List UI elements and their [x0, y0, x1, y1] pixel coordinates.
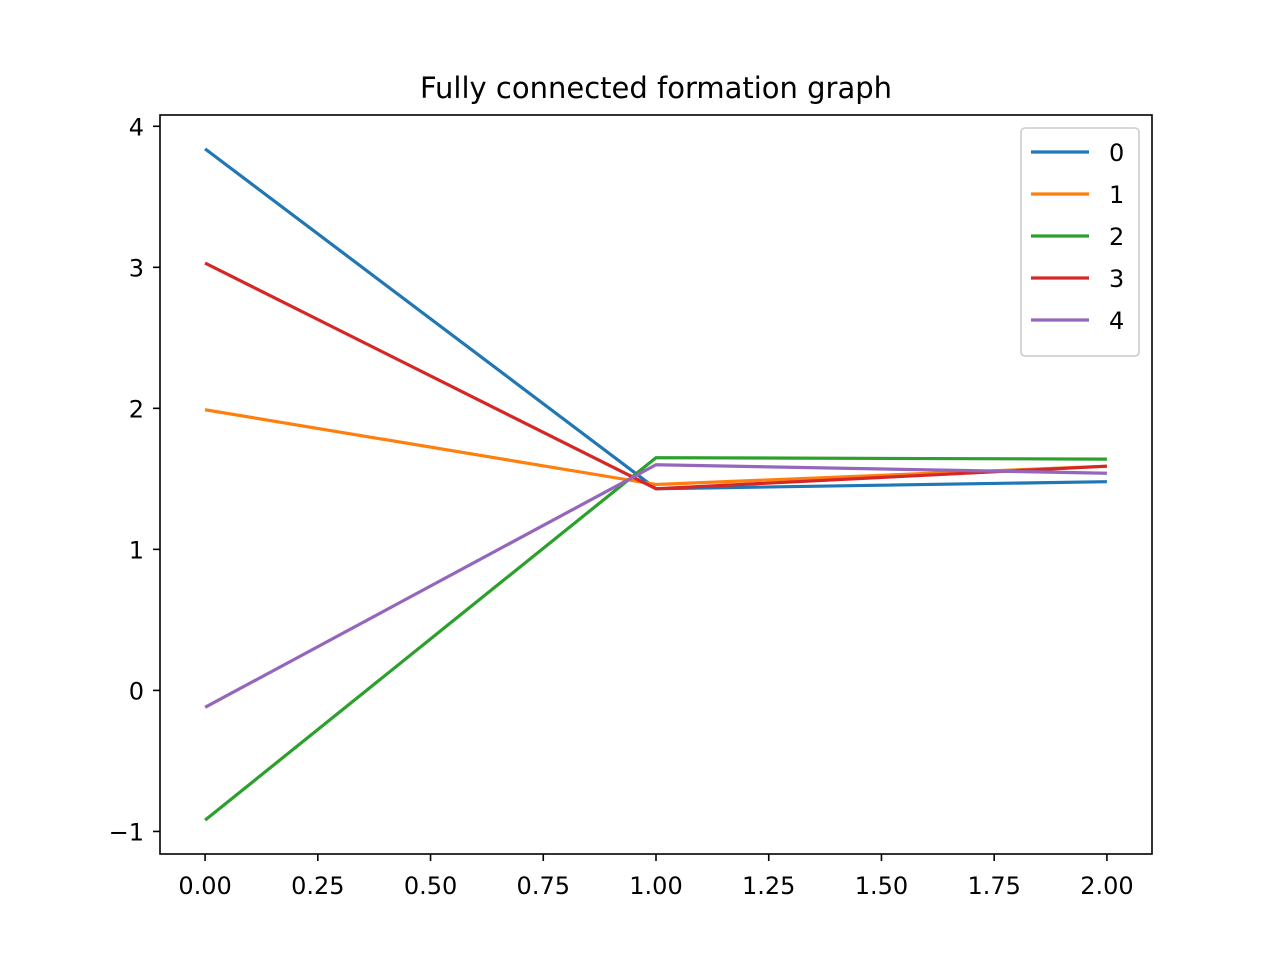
x-axis: 0.00 0.25 0.50 0.75 1.00 1.25 1.50 1.75 2.00	[178, 854, 1134, 900]
series-line-4	[204, 463, 1107, 709]
x-tick-label: 1.50	[855, 872, 908, 900]
x-tick-label: 1.75	[967, 872, 1020, 900]
legend-label-4: 4	[1109, 307, 1124, 335]
y-tick-label: −1	[109, 818, 144, 846]
legend: 0 1 2 3 4	[1020, 127, 1140, 357]
legend-label-2: 2	[1109, 223, 1124, 251]
series-line-0	[204, 147, 1107, 491]
legend-box	[1020, 127, 1140, 357]
y-tick-label: 0	[129, 677, 144, 705]
x-tick-label: 2.00	[1080, 872, 1133, 900]
series-line-2	[204, 456, 1107, 822]
y-tick-label: 4	[129, 113, 144, 141]
x-tick-label: 0.75	[517, 872, 570, 900]
chart-title: Fully connected formation graph	[420, 71, 892, 105]
x-tick-label: 1.25	[742, 872, 795, 900]
y-tick-label: 1	[129, 536, 144, 564]
legend-label-3: 3	[1109, 265, 1124, 293]
y-tick-label: 3	[129, 254, 144, 282]
x-tick-label: 0.00	[178, 872, 231, 900]
x-tick-label: 0.25	[291, 872, 344, 900]
legend-label-0: 0	[1109, 139, 1124, 167]
series-line-3	[204, 261, 1107, 491]
series-layer	[204, 147, 1107, 822]
y-axis: −1 0 1 2 3 4	[109, 113, 160, 846]
x-tick-label: 0.50	[404, 872, 457, 900]
x-tick-label: 1.00	[629, 872, 682, 900]
y-tick-label: 2	[129, 395, 144, 423]
legend-label-1: 1	[1109, 181, 1124, 209]
